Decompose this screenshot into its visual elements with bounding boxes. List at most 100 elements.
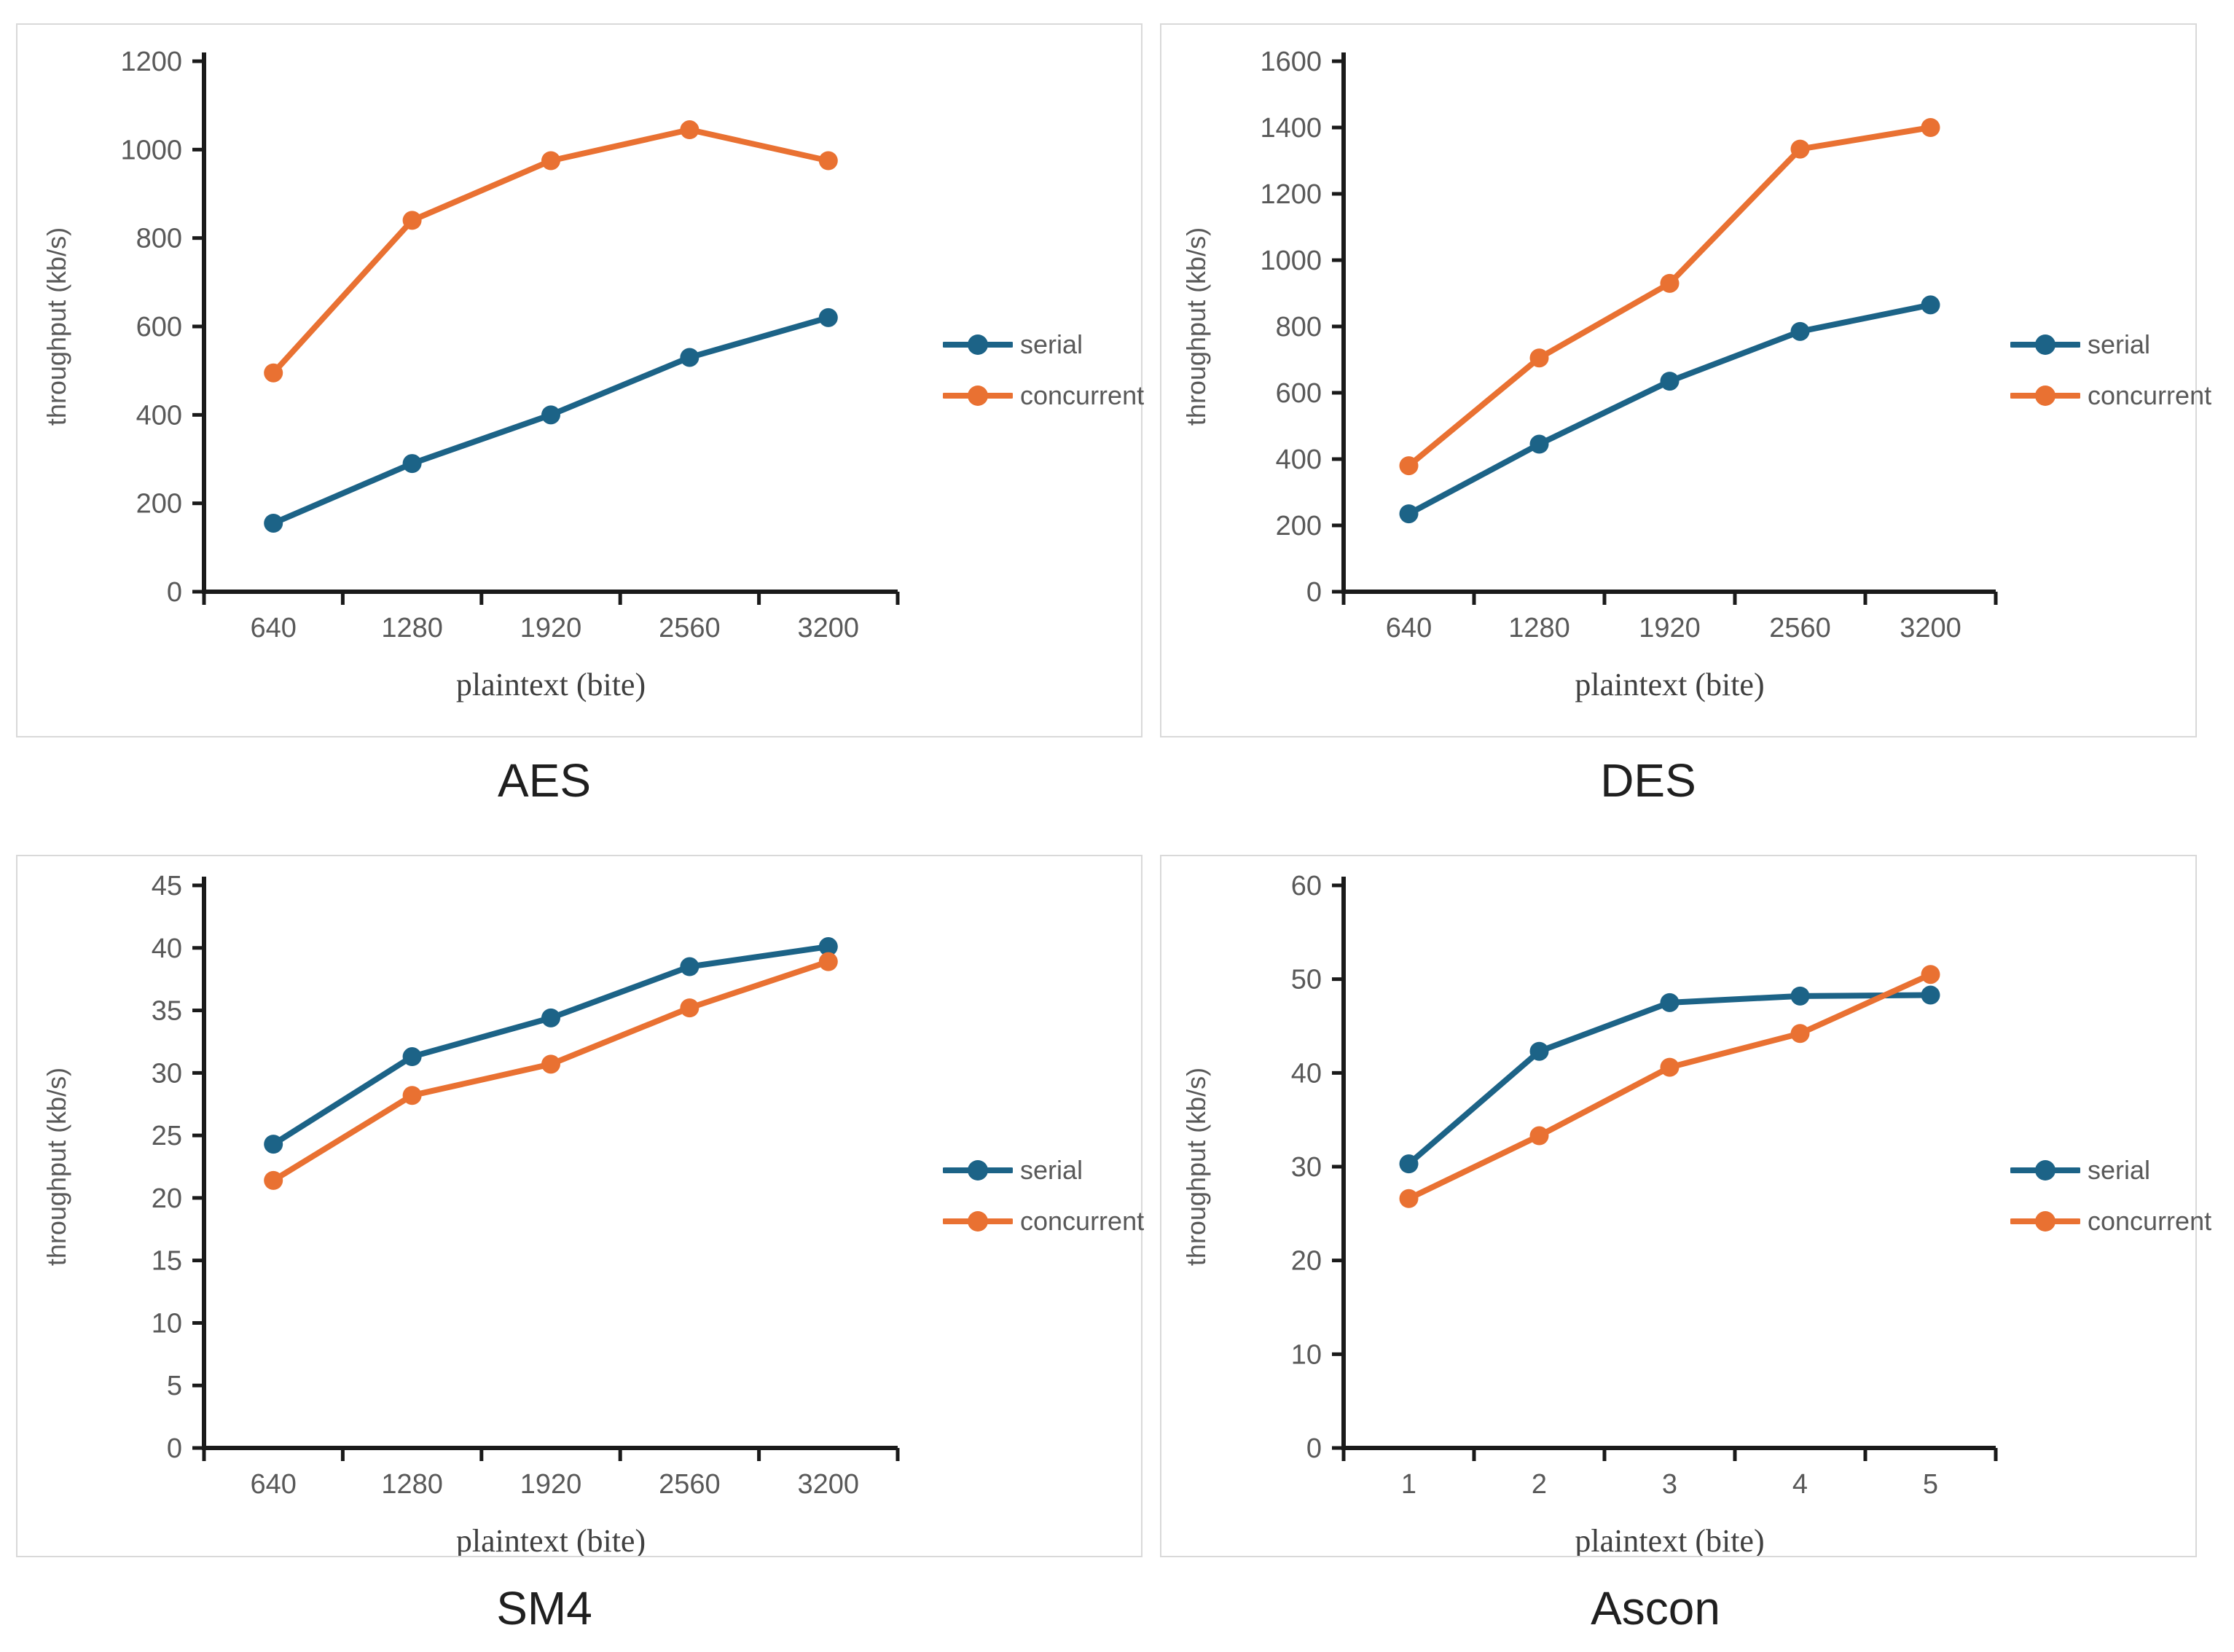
svg-text:30: 30 <box>1291 1152 1322 1183</box>
svg-text:35: 35 <box>152 996 182 1027</box>
legend-item-concurrent: concurrent <box>943 380 1145 411</box>
legend-item-concurrent: concurrent <box>943 1206 1145 1237</box>
legend-label-concurrent: concurrent <box>2088 1206 2212 1236</box>
svg-text:2560: 2560 <box>1769 613 1831 643</box>
svg-text:throughput (kb/s): throughput (kb/s) <box>42 1068 71 1266</box>
svg-text:5: 5 <box>1923 1469 1938 1500</box>
svg-text:1920: 1920 <box>1639 613 1701 643</box>
svg-text:600: 600 <box>1276 378 1322 409</box>
serial-line-marker-icon <box>943 1160 1013 1181</box>
svg-text:45: 45 <box>152 871 182 901</box>
legend-label-serial: serial <box>1020 329 1083 359</box>
legend-label-serial: serial <box>1020 1155 1083 1185</box>
svg-text:throughput (kb/s): throughput (kb/s) <box>42 227 71 426</box>
svg-text:1200: 1200 <box>120 47 182 77</box>
serial-line-marker-icon <box>2010 334 2080 355</box>
concurrent-line-marker-icon <box>943 385 1013 406</box>
svg-text:1200: 1200 <box>1260 179 1322 210</box>
svg-text:800: 800 <box>1276 312 1322 342</box>
ascon-line-chart: 0 10 20 30 40 50 60 1 2 3 4 5 throughput (kb/s) plain… <box>1181 871 1998 1556</box>
svg-text:2560: 2560 <box>659 613 721 643</box>
legend-label-concurrent: concurrent <box>2088 380 2212 410</box>
chart-title-aes: AES <box>497 754 592 807</box>
svg-text:throughput (kb/s): throughput (kb/s) <box>1181 1068 1211 1266</box>
svg-text:25: 25 <box>152 1121 182 1151</box>
svg-text:200: 200 <box>1276 511 1322 541</box>
serial-line-marker-icon <box>2010 1160 2080 1181</box>
sm4-line-chart: 0 5 10 15 20 25 30 35 40 45 640 1280 1920 2560 3200 thr… <box>42 871 900 1556</box>
legend-item-serial: serial <box>2010 1155 2195 1186</box>
svg-text:640: 640 <box>250 1469 296 1500</box>
svg-text:60: 60 <box>1291 871 1322 901</box>
svg-text:1920: 1920 <box>520 1469 582 1500</box>
svg-text:1000: 1000 <box>120 135 182 165</box>
svg-text:1600: 1600 <box>1260 47 1322 77</box>
concurrent-line-marker-icon <box>2010 1211 2080 1232</box>
svg-text:plaintext (bite): plaintext (bite) <box>1575 1523 1764 1556</box>
des-line-chart: 0 200 400 600 800 1000 1200 1400 1600 640 1280 1920… <box>1181 47 1998 702</box>
svg-text:20: 20 <box>1291 1246 1322 1277</box>
svg-text:10: 10 <box>152 1308 182 1339</box>
chart-panel-sm4: 0 5 10 15 20 25 30 35 40 45 640 1280 1920 2560 3200 thr… <box>16 855 1144 1557</box>
svg-text:0: 0 <box>167 577 182 608</box>
svg-text:0: 0 <box>1306 1433 1322 1464</box>
svg-text:200: 200 <box>136 489 182 520</box>
svg-text:50: 50 <box>1291 965 1322 995</box>
svg-text:20: 20 <box>152 1183 182 1214</box>
chart-title-sm4: SM4 <box>496 1582 592 1635</box>
aes-legend: serial concurrent <box>943 15 1145 726</box>
svg-text:400: 400 <box>136 400 182 431</box>
legend-label-concurrent: concurrent <box>1020 1206 1145 1236</box>
svg-text:1280: 1280 <box>381 613 443 643</box>
svg-text:plaintext (bite): plaintext (bite) <box>456 667 646 702</box>
ascon-legend: serial concurrent <box>2010 846 2211 1546</box>
concurrent-line-marker-icon <box>943 1211 1013 1232</box>
svg-text:3200: 3200 <box>798 1469 860 1500</box>
svg-text:1920: 1920 <box>520 613 582 643</box>
des-legend: serial concurrent <box>2010 15 2211 726</box>
chart-panel-ascon: 0 10 20 30 40 50 60 1 2 3 4 5 throughput (kb/s) plain… <box>1160 855 2211 1557</box>
svg-text:3200: 3200 <box>1900 613 1961 643</box>
concurrent-line-marker-icon <box>2010 385 2080 406</box>
legend-label-concurrent: concurrent <box>1020 380 1145 410</box>
svg-text:4: 4 <box>1792 1469 1808 1500</box>
svg-text:1000: 1000 <box>1260 246 1322 276</box>
serial-line-marker-icon <box>943 334 1013 355</box>
svg-text:5: 5 <box>167 1371 182 1401</box>
svg-text:40: 40 <box>152 933 182 964</box>
chart-panel-des: 0 200 400 600 800 1000 1200 1400 1600 640 1280 1920… <box>1160 23 2211 737</box>
svg-text:15: 15 <box>152 1246 182 1277</box>
legend-item-concurrent: concurrent <box>2010 1206 2211 1237</box>
svg-text:1280: 1280 <box>381 1469 443 1500</box>
legend-item-serial: serial <box>943 1155 1141 1186</box>
svg-text:640: 640 <box>1386 613 1432 643</box>
svg-text:0: 0 <box>1306 577 1322 608</box>
chart-title-ascon: Ascon <box>1591 1582 1720 1635</box>
svg-text:1280: 1280 <box>1508 613 1570 643</box>
svg-text:30: 30 <box>152 1058 182 1089</box>
svg-text:throughput (kb/s): throughput (kb/s) <box>1181 227 1211 426</box>
svg-text:800: 800 <box>136 224 182 254</box>
chart-title-des: DES <box>1600 754 1696 807</box>
svg-text:640: 640 <box>250 613 296 643</box>
svg-text:1400: 1400 <box>1260 113 1322 144</box>
svg-text:2: 2 <box>1532 1469 1547 1500</box>
legend-label-serial: serial <box>2088 1155 2151 1185</box>
svg-text:2560: 2560 <box>659 1469 721 1500</box>
legend-item-concurrent: concurrent <box>2010 380 2211 411</box>
svg-text:plaintext (bite): plaintext (bite) <box>456 1523 646 1556</box>
chart-panel-aes: 0 200 400 600 800 1000 1200 640 1280 1920 2560 3200… <box>16 23 1144 737</box>
svg-text:3200: 3200 <box>798 613 860 643</box>
svg-text:3: 3 <box>1662 1469 1677 1500</box>
svg-text:10: 10 <box>1291 1339 1322 1370</box>
sm4-legend: serial concurrent <box>943 846 1145 1546</box>
svg-text:40: 40 <box>1291 1058 1322 1089</box>
svg-text:400: 400 <box>1276 445 1322 475</box>
legend-item-serial: serial <box>943 329 1141 360</box>
svg-text:1: 1 <box>1401 1469 1416 1500</box>
legend-label-serial: serial <box>2088 329 2151 359</box>
svg-text:plaintext (bite): plaintext (bite) <box>1575 667 1764 702</box>
svg-text:600: 600 <box>136 312 182 342</box>
svg-text:0: 0 <box>167 1433 182 1464</box>
